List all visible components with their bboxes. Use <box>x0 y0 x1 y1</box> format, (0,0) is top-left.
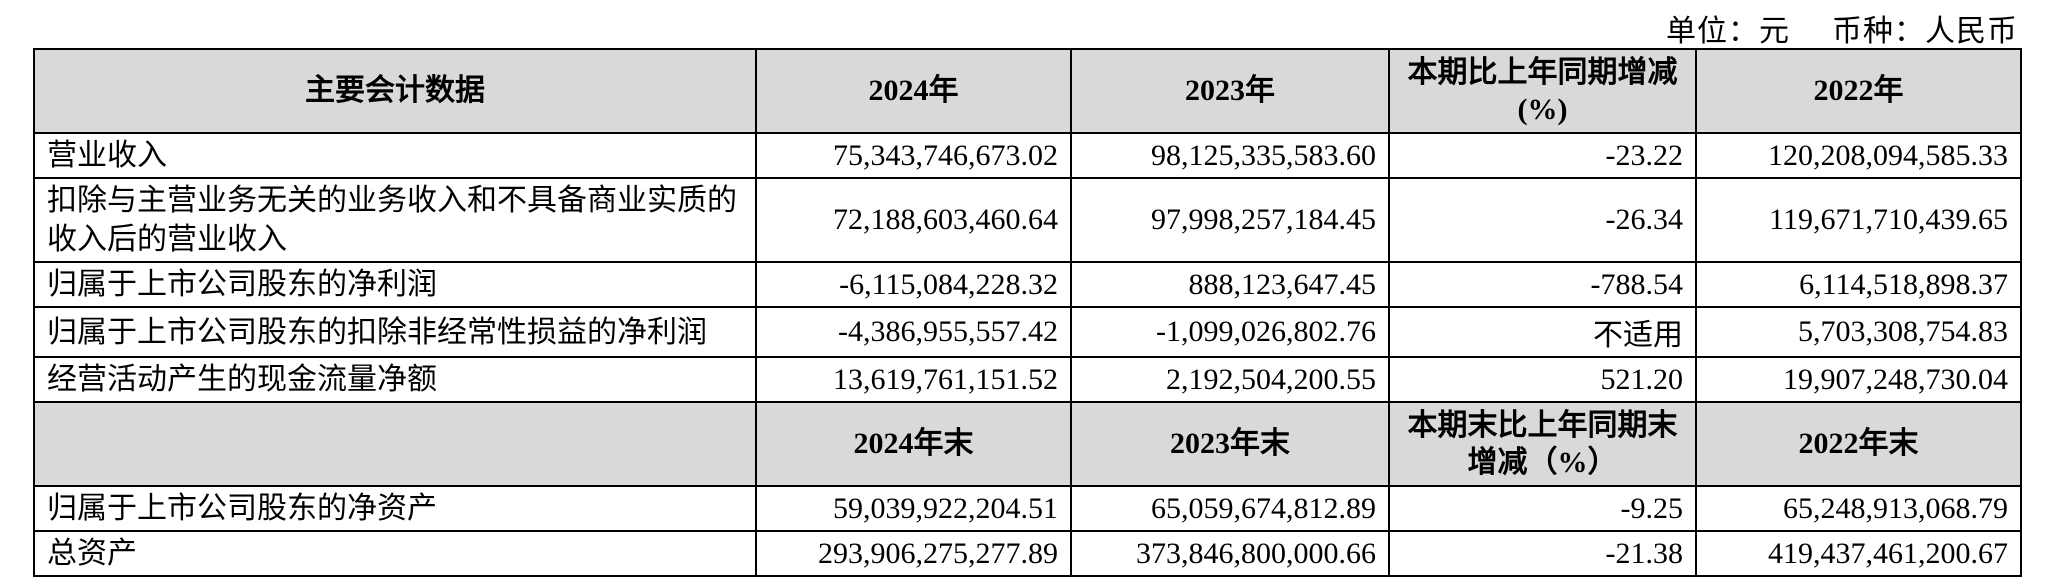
header-main-accounting-data: 主要会计数据 <box>33 48 757 134</box>
table-row-total-assets: 总资产 293,906,275,277.89 373,846,800,000.6… <box>33 530 2022 577</box>
key-accounting-data-table: 主要会计数据 2024年 2023年 本期比上年同期增减 (%) 2022年 营… <box>33 48 2022 577</box>
row-label: 营业收入 <box>33 132 757 179</box>
value-2024: 13,619,761,151.52 <box>755 356 1072 403</box>
header-2022: 2022年 <box>1695 48 2022 134</box>
table-row-net-assets: 归属于上市公司股东的净资产 59,039,922,204.51 65,059,6… <box>33 485 2022 532</box>
row-label: 归属于上市公司股东的净资产 <box>33 485 757 532</box>
value-2022: 120,208,094,585.33 <box>1695 132 2022 179</box>
row-label: 总资产 <box>33 530 757 577</box>
value-change: -788.54 <box>1388 261 1697 308</box>
value-2023: 98,125,335,583.60 <box>1070 132 1390 179</box>
value-2022: 119,671,710,439.65 <box>1695 177 2022 263</box>
value-change: -21.38 <box>1388 530 1697 577</box>
table-row-net-profit-excl-nonrecurring: 归属于上市公司股东的扣除非经常性损益的净利润 -4,386,955,557.42… <box>33 306 2022 358</box>
value-2024: 59,039,922,204.51 <box>755 485 1072 532</box>
header-2022-end: 2022年末 <box>1695 401 2022 487</box>
value-2024: 75,343,746,673.02 <box>755 132 1072 179</box>
value-2022: 19,907,248,730.04 <box>1695 356 2022 403</box>
row-label: 扣除与主营业务无关的业务收入和不具备商业实质的收入后的营业收入 <box>33 177 757 263</box>
unit-currency-note: 单位：元 币种：人民币 <box>1666 6 2018 50</box>
table-row-net-profit: 归属于上市公司股东的净利润 -6,115,084,228.32 888,123,… <box>33 261 2022 308</box>
value-change: 521.20 <box>1388 356 1697 403</box>
header-period-end-change: 本期末比上年同期末 增减（%） <box>1388 401 1697 487</box>
unit-label: 单位：元 <box>1666 15 1790 48</box>
header-2024-end: 2024年末 <box>755 401 1072 487</box>
row-label: 经营活动产生的现金流量净额 <box>33 356 757 403</box>
value-change: -23.22 <box>1388 132 1697 179</box>
value-2022: 419,437,461,200.67 <box>1695 530 2022 577</box>
value-change: 不适用 <box>1388 306 1697 358</box>
value-2023: 2,192,504,200.55 <box>1070 356 1390 403</box>
header-yoy-change: 本期比上年同期增减 (%) <box>1388 48 1697 134</box>
header-2024: 2024年 <box>755 48 1072 134</box>
header-row-annual: 主要会计数据 2024年 2023年 本期比上年同期增减 (%) 2022年 <box>33 48 2022 134</box>
value-2022: 65,248,913,068.79 <box>1695 485 2022 532</box>
value-change: -26.34 <box>1388 177 1697 263</box>
value-2023: 888,123,647.45 <box>1070 261 1390 308</box>
header-blank <box>33 401 757 487</box>
table-row-revenue-after-deduction: 扣除与主营业务无关的业务收入和不具备商业实质的收入后的营业收入 72,188,6… <box>33 177 2022 263</box>
currency-label: 币种：人民币 <box>1832 15 2018 48</box>
value-2024: 72,188,603,460.64 <box>755 177 1072 263</box>
value-2023: 97,998,257,184.45 <box>1070 177 1390 263</box>
value-2022: 6,114,518,898.37 <box>1695 261 2022 308</box>
row-label: 归属于上市公司股东的净利润 <box>33 261 757 308</box>
value-2024: 293,906,275,277.89 <box>755 530 1072 577</box>
table-row-operating-revenue: 营业收入 75,343,746,673.02 98,125,335,583.60… <box>33 132 2022 179</box>
row-label: 归属于上市公司股东的扣除非经常性损益的净利润 <box>33 306 757 358</box>
value-2023: 373,846,800,000.66 <box>1070 530 1390 577</box>
value-2024: -4,386,955,557.42 <box>755 306 1072 358</box>
header-row-period-end: 2024年末 2023年末 本期末比上年同期末 增减（%） 2022年末 <box>33 401 2022 487</box>
value-2024: -6,115,084,228.32 <box>755 261 1072 308</box>
value-2023: -1,099,026,802.76 <box>1070 306 1390 358</box>
header-2023-end: 2023年末 <box>1070 401 1390 487</box>
header-2023: 2023年 <box>1070 48 1390 134</box>
table-row-operating-cash-flow: 经营活动产生的现金流量净额 13,619,761,151.52 2,192,50… <box>33 356 2022 403</box>
value-2022: 5,703,308,754.83 <box>1695 306 2022 358</box>
value-change: -9.25 <box>1388 485 1697 532</box>
value-2023: 65,059,674,812.89 <box>1070 485 1390 532</box>
